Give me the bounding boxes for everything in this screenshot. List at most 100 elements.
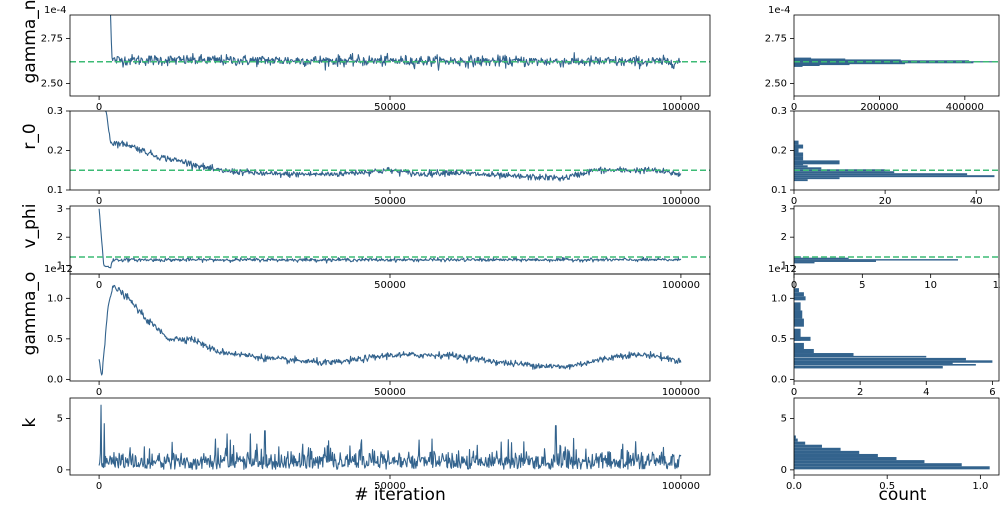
histogram-panel-2-bin-3 [794,257,849,260]
trace-panel-3-plot-area [98,284,682,376]
histogram-panel-1-xtick-label-1: 20 [879,196,892,207]
trace-panel-0-plot-area [70,15,710,71]
trace-panel-0-ytick-label-0: 2.50 [41,78,63,89]
histogram-panel-3-bin-13 [794,302,801,311]
trace-panel-4-plot-area [98,404,682,470]
trace-panel-0-ytick-label-1: 2.75 [41,33,63,44]
histogram-panel-4-bin-6 [794,447,841,451]
trace-panel-2-trace-line [98,208,682,269]
trace-panel-3-xtick-label-2: 100000 [662,387,700,398]
histogram-panel-0: 2.50 2.75 0 200000 400000 1e-4 [765,5,1000,113]
histogram-panel-1: 0.1 0.2 0.3 0 20 40 [771,106,1000,207]
histogram-panel-2-xtick-label-3: 15 [993,280,1000,291]
trace-panel-4-xlabel: # iteration [354,485,445,505]
histogram-panel-2-frame [793,205,1000,275]
histogram-panel-1-frame [793,110,1000,191]
trace-panel-3-frame [69,273,711,382]
trace-panel-1-xtick-label-0: 0 [96,196,102,207]
trace-panel-1-xtick-label-1: 50000 [374,196,406,207]
trace-panel-1-ytick-label-0: 0.1 [47,185,63,196]
histogram-panel-4-bin-8 [794,441,806,445]
histogram-panel-4-bin-7 [794,444,822,448]
histogram-panel-3-bin-9 [794,336,811,341]
histogram-panel-0-bin-3 [794,63,906,65]
histogram-panel-2-plot-area [794,256,999,264]
trace-panel-2-ytick-label-0: 1 [57,261,63,272]
histogram-panel-3-bin-12 [794,310,803,319]
trace-panel-3: gamma_o 0.0 0.5 1.0 0 50000 100000 1e-12 [20,264,711,398]
histogram-panel-1-plot-area [794,140,999,182]
histogram-panel-1-bin-10 [794,156,804,161]
trace-panel-0-xtick-label-1: 50000 [374,102,406,113]
histogram-panel-1-bin-12 [794,148,799,153]
histogram-panel-0-offset-label: 1e-4 [768,5,791,16]
histogram-panel-3-offset-label: 1e-12 [768,264,797,275]
trace-panel-4-xtick-label-2: 100000 [662,481,700,492]
histogram-panel-3-bin-5 [794,355,927,358]
histogram-panel-1-xtick-label-0: 0 [791,196,797,207]
trace-panel-1-xtick-label-2: 100000 [662,196,700,207]
histogram-panel-0-bin-7 [794,59,901,61]
histogram-panel-2-xtick-label-1: 5 [859,280,865,291]
histogram-panel-4-bin-5 [794,450,860,454]
histogram-panel-1-bin-2 [794,175,995,178]
histogram-panel-4-ytick-label-0: 0 [781,465,787,476]
trace-panel-4-xtick-label-0: 0 [96,481,102,492]
trace-panel-1-ytick-label-2: 0.3 [47,106,63,117]
trace-panel-0-xtick-label-0: 0 [96,102,102,113]
histogram-panel-2: 123051015 [781,204,1000,291]
histogram-panel-0-xtick-label-1: 200000 [860,102,898,113]
histogram-panel-4-plot-area [794,435,990,470]
histogram-panel-4-bin-3 [794,457,897,461]
histogram-panel-3-bin-0 [794,366,943,369]
histogram-panel-3-bin-10 [794,328,801,341]
histogram-panel-3-bin-8 [794,342,804,352]
histogram-panel-2-ytick-label-1: 2 [781,232,787,243]
trace-panel-1-frame [69,110,711,191]
histogram-panel-3-bin-11 [794,318,804,327]
histogram-panel-3-xtick-label-3: 6 [989,387,995,398]
histogram-panel-4-bin-2 [794,460,925,464]
histogram-panel-3: 0.0 0.5 1.0 0 2 4 6 1e-12 [768,264,1000,398]
trace-panel-3-ytick-label-2: 1.0 [47,293,63,304]
histogram-panel-3-bin-2 [794,362,953,364]
histogram-panel-1-bin-3 [794,173,968,176]
trace-panel-0-frame [69,14,711,97]
trace-panel-4-ylabel: k [20,417,40,427]
histogram-panel-2-bin-0 [794,261,815,264]
histogram-panel-3-ytick-label-0: 0.0 [771,374,787,385]
histogram-panel-4: count 0 5 0.0 0.5 1.0 [781,397,1000,505]
trace-panel-1: r_0 0.1 0.2 0.3 0 50000 100000 [20,106,711,207]
trace-panel-1-plot-area [70,111,710,182]
trace-panel-3-trace-line [98,284,682,376]
histogram-panel-0-plot-area [794,57,999,67]
histogram-panel-4-bin-9 [794,438,798,442]
histogram-panel-3-bin-4 [794,357,966,361]
histogram-panel-3-bin-14 [794,296,806,301]
histogram-panel-0-bin-4 [794,62,974,64]
histogram-panel-3-bin-6 [794,353,854,358]
trace-panel-4: k # iteration 0 5 0 50000 100000 [20,397,711,505]
histogram-panel-3-bin-1 [794,363,976,366]
trace-panel-0: gamma_n2.50 2.75 0 50000 100000 1e-4 [20,0,711,113]
histogram-panel-1-bin-9 [794,160,840,165]
trace-panel-1-ylabel: r_0 [20,123,40,149]
histogram-panel-2-bin-2 [794,259,958,261]
histogram-panel-3-xtick-label-1: 2 [857,387,863,398]
trace-panel-0-xtick-label-2: 100000 [662,102,700,113]
histogram-panel-1-xtick-label-2: 40 [970,196,983,207]
trace-panel-3-ylabel: gamma_o [20,272,40,356]
histogram-panel-1-bin-14 [794,140,799,145]
histogram-panel-3-xtick-label-2: 4 [923,387,929,398]
histogram-panel-0-xtick-label-0: 0 [791,102,797,113]
trace-panel-2-xtick-label-0: 0 [96,280,102,291]
histogram-panel-4-xtick-label-1: 0.5 [879,481,895,492]
trace-panel-4-frame [69,397,711,476]
histogram-panel-4-xtick-label-2: 1.0 [972,481,988,492]
histogram-panel-0-bin-9 [794,57,812,59]
histogram-panel-3-bin-15 [794,292,804,297]
histogram-panel-0-ytick-label-0: 2.50 [765,78,787,89]
trace-panel-4-ytick-label-0: 0 [57,465,63,476]
histogram-panel-0-bin-0 [794,65,803,67]
